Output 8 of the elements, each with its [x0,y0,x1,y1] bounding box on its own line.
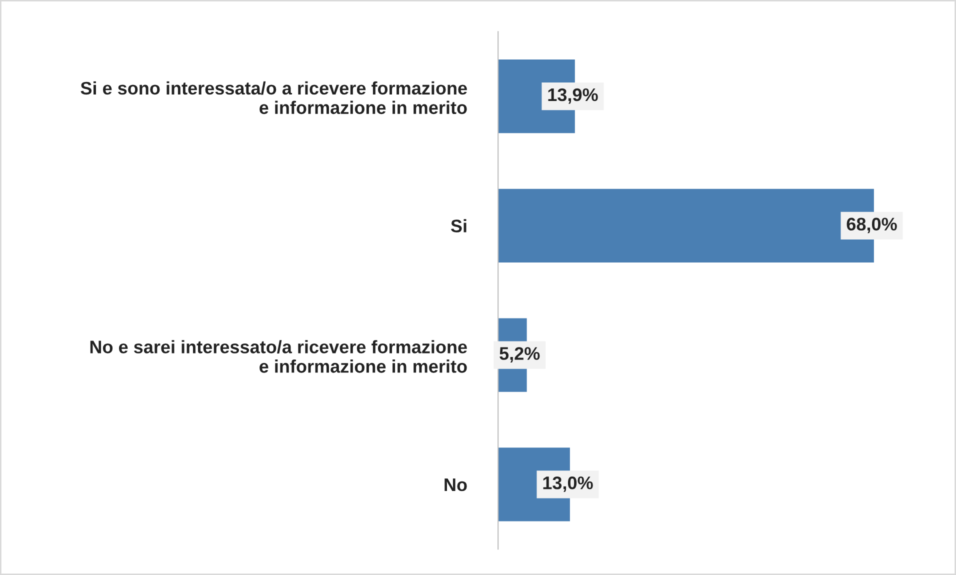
data-label: 68,0% [846,218,897,234]
y-tick-label: Si [450,219,466,232]
data-label: 13,9% [548,88,598,104]
y-tick-label: No [444,478,467,492]
y-tick-label: No e sarei interessato/a ricevere formazione e informazione in merito [90,340,467,373]
data-label: 5,2% [500,347,540,363]
data-label: 13,0% [543,476,593,492]
y-tick-label: Si e sono interessata/o a ricevere formazione e informazione in merito [80,81,467,114]
